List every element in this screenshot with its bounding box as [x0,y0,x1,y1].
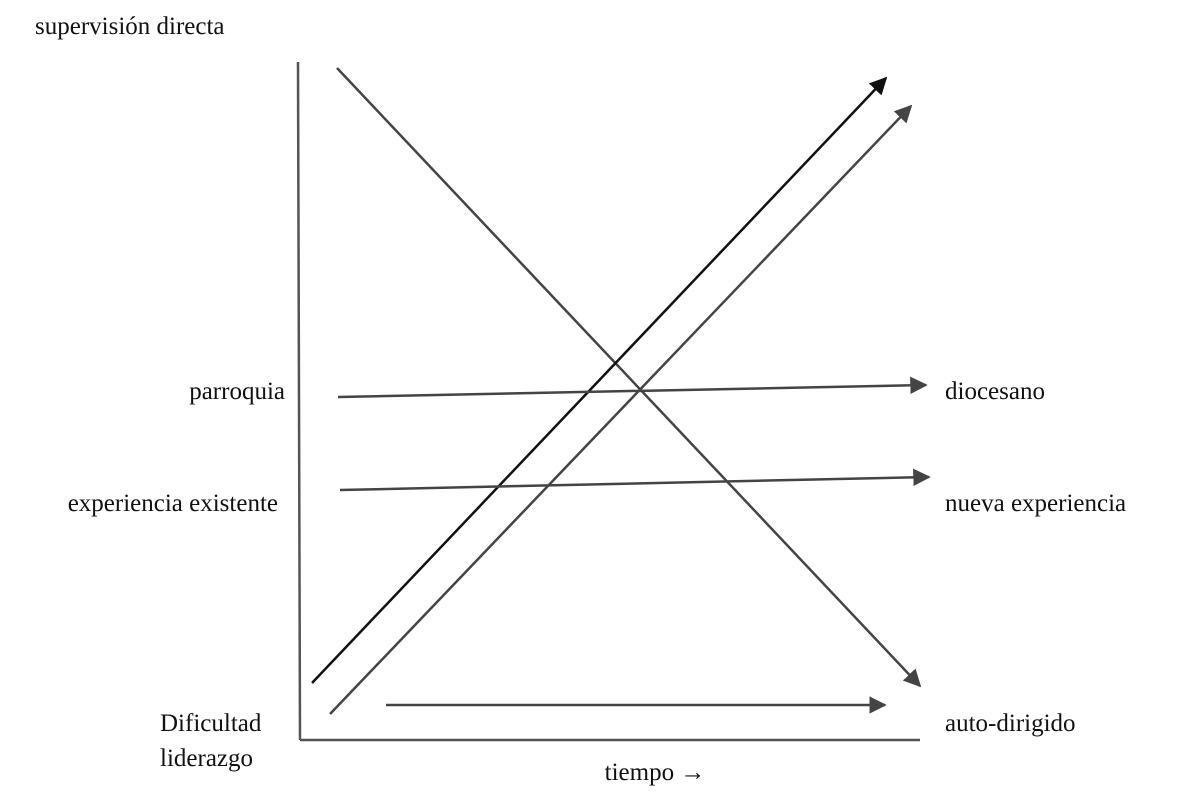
label-left: parroquia [189,378,285,405]
y-axis [296,61,302,741]
label-right: diocesano [945,378,1045,405]
arrow-parish [337,376,928,399]
label-right: nueva experiencia [945,490,1126,517]
arrow-difficulty-black [311,76,888,684]
arrow-experience [339,468,931,492]
label-top: supervisión directa [35,13,225,40]
label-left: Dificultad [160,710,262,737]
arrow-difficulty-gray [329,104,913,715]
x-axis-label: tiempo → [605,759,706,786]
label-right: auto-dirigido [945,710,1076,737]
label-left: experiencia existente [68,490,278,517]
label-left: liderazgo [160,745,253,772]
arrows [311,67,931,715]
arrow-supervision [336,67,922,688]
axes [296,61,920,742]
